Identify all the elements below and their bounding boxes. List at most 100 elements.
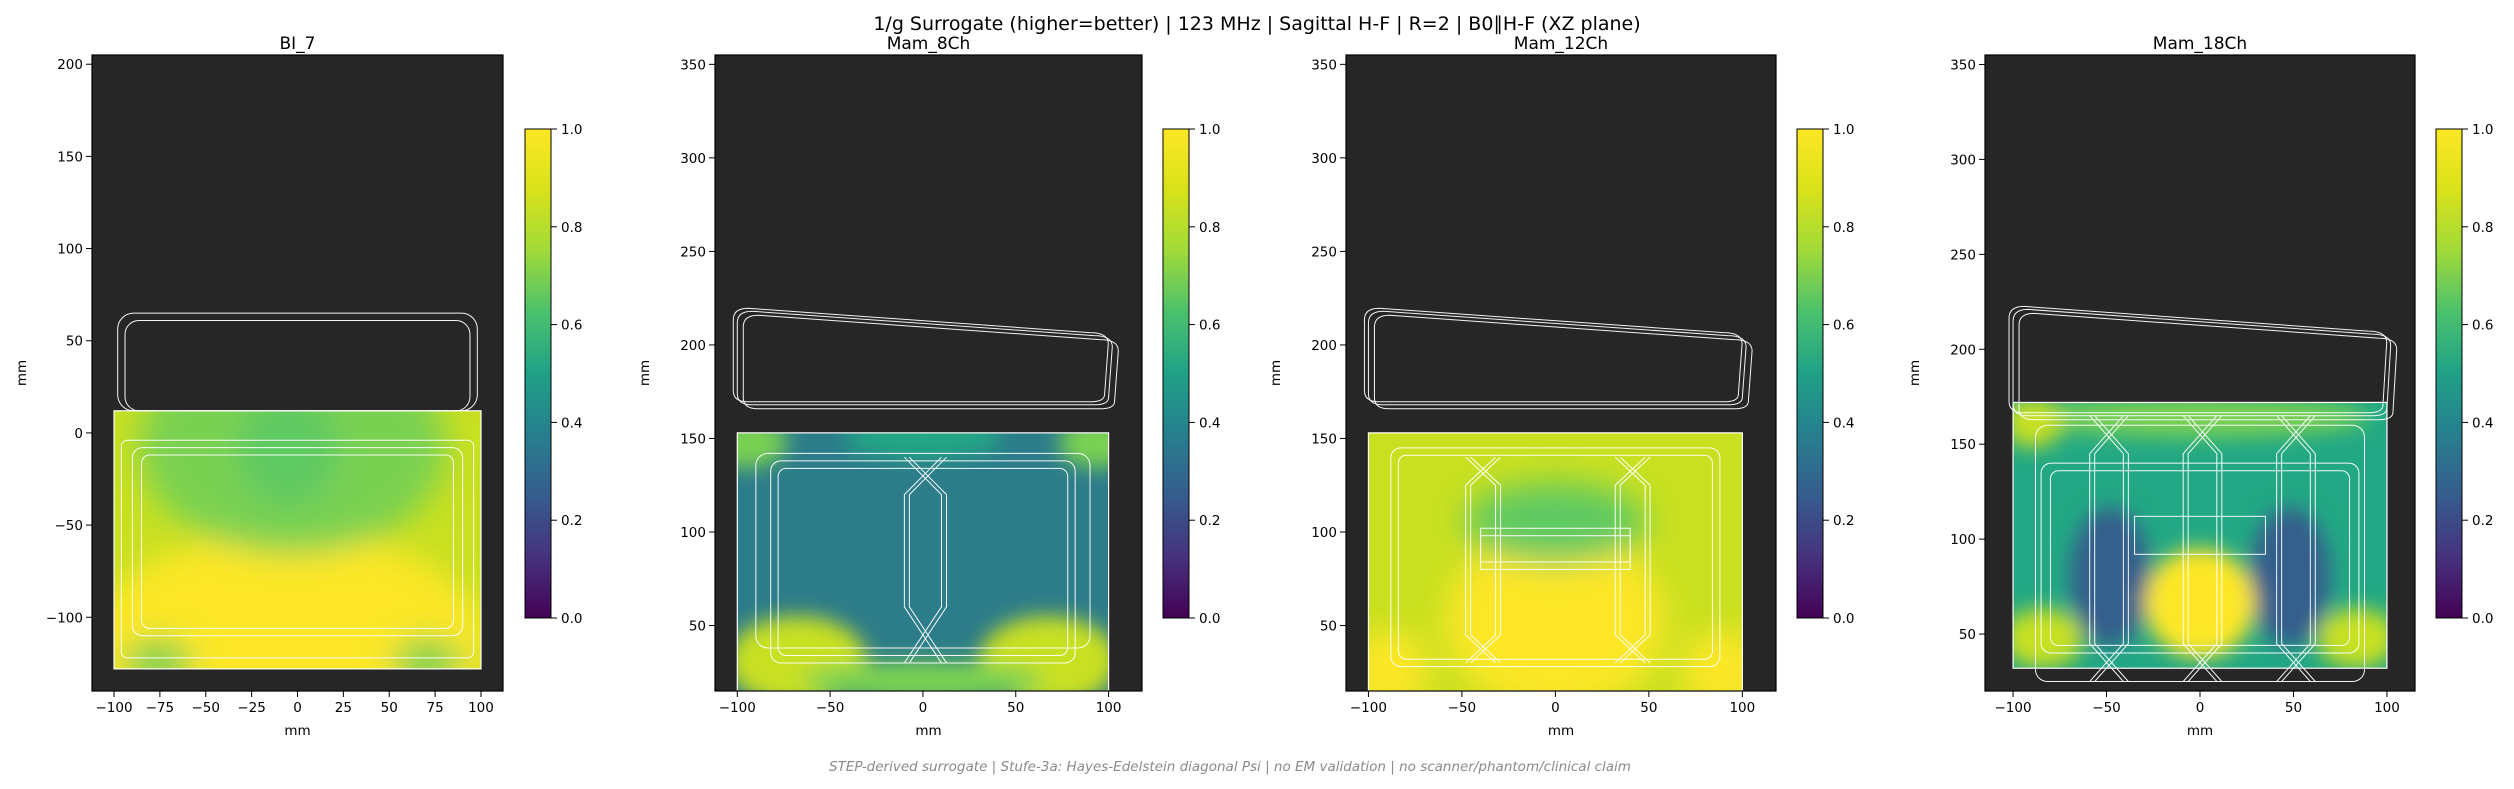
y-tick-label: 100 [1311, 525, 1337, 541]
colorbar: 0.0 0.2 0.4 0.6 0.8 1.0 [1162, 122, 1220, 627]
x-tick-label: 100 [1096, 700, 1122, 716]
coil-loop [2018, 312, 2398, 421]
colorbar-tick-label: 0.2 [1199, 513, 1220, 529]
coil-element [908, 456, 947, 664]
figure-footer: STEP-derived surrogate | Stufe-3a: Hayes… [829, 759, 1631, 775]
coil-element [2094, 415, 2129, 682]
heatmap-region [737, 616, 868, 691]
coil-loop [1397, 454, 1713, 660]
x-axis-label: mm [284, 723, 310, 739]
x-tick-label: 0 [1551, 700, 1560, 716]
coil-loop [2049, 470, 2351, 646]
axes-frame [1345, 54, 1777, 692]
coil-element [1619, 456, 1651, 664]
x-tick-label: 75 [427, 700, 444, 716]
colorbar-tick-label: 0.8 [561, 220, 582, 236]
colorbar-gradient [524, 128, 552, 619]
heatmap-region [2250, 507, 2330, 648]
colorbar-tick-label: 0.2 [2472, 513, 2493, 529]
colorbar: 0.0 0.2 0.4 0.6 0.8 1.0 [524, 122, 582, 627]
y-tick-label: 150 [680, 431, 706, 447]
colorbar-tick-label: 0.0 [2472, 611, 2493, 627]
y-tick-label: 0 [74, 426, 83, 442]
y-axis-label: mm [1907, 360, 1923, 386]
y-tick-label: 250 [1950, 247, 1976, 263]
x-tick-label: −50 [192, 700, 221, 716]
axes-frame [714, 54, 1143, 692]
heatmap-region [392, 638, 463, 669]
heatmap-region [236, 410, 339, 508]
colorbar-gradient [2435, 128, 2463, 619]
coil-element [1614, 456, 1646, 664]
colorbar-tick-label: 0.4 [561, 415, 582, 431]
colorbar-tick-label: 0.8 [2472, 220, 2493, 236]
coil-loop [1367, 310, 1747, 406]
colorbar-gradient [1796, 128, 1824, 619]
coil-loop [755, 452, 1091, 649]
y-tick-label: 150 [57, 149, 83, 165]
colorbar: 0.0 0.2 0.4 0.6 0.8 1.0 [1796, 122, 1854, 627]
colorbar-tick-label: 0.4 [1833, 415, 1854, 431]
y-tick-label: 100 [1950, 532, 1976, 548]
coil-element [2089, 415, 2124, 682]
coil-loop [742, 314, 1119, 410]
coil-outlines [732, 307, 1119, 664]
heatmap-region [2070, 507, 2150, 648]
colorbar-gradient [1162, 128, 1190, 619]
heatmap-region [1368, 631, 1429, 691]
colorbar-tick-label: 0.0 [561, 611, 582, 627]
coil-outlines [117, 312, 478, 659]
panel-title: Mam_8Ch [887, 34, 971, 54]
y-tick-label: 50 [66, 334, 83, 350]
heatmap-region [737, 432, 788, 468]
coil-loop [1390, 447, 1721, 668]
y-tick-label: 50 [1959, 627, 1976, 643]
heatmap-blur [114, 410, 481, 669]
coil-loop [770, 460, 1076, 664]
panel-mam-12ch: Mam_12Ch −100 −50 0 50 100 50 100 150 200 250 300 35… [1268, 34, 1854, 739]
figure-title: 1/g Surrogate (higher=better) | 123 MHz … [873, 13, 1640, 35]
x-tick-label: 50 [1640, 700, 1657, 716]
coil-element [1465, 456, 1497, 664]
heatmap-region [2316, 608, 2387, 669]
coil-element [2182, 415, 2218, 682]
coil-element [2276, 415, 2311, 682]
colorbar-tick-label: 0.2 [561, 513, 582, 529]
heatmap-region [802, 661, 1043, 691]
x-tick-label: 100 [468, 700, 494, 716]
heatmap-region [1058, 432, 1109, 468]
y-tick-label: 50 [1320, 619, 1337, 635]
x-axis-label: mm [2187, 723, 2213, 739]
coil-loop [124, 319, 471, 412]
heatmap-region [114, 532, 481, 669]
y-axis-label: mm [637, 360, 653, 386]
x-tick-label: 100 [1729, 700, 1755, 716]
colorbar-tick-label: 0.8 [1199, 220, 1220, 236]
colorbar-tick-label: 0.4 [2472, 415, 2493, 431]
x-axis-label: mm [1548, 723, 1574, 739]
x-tick-label: 50 [1007, 700, 1024, 716]
coil-loop [1363, 307, 1743, 403]
x-tick-label: −50 [1448, 700, 1477, 716]
panel-title: Mam_12Ch [1514, 34, 1608, 54]
heatmap-region [1682, 631, 1743, 691]
coil-element [903, 456, 942, 664]
y-tick-label: 300 [680, 151, 706, 167]
y-tick-label: 300 [1950, 152, 1976, 168]
colorbar-tick-label: 0.6 [2472, 318, 2493, 334]
y-tick-label: 350 [1950, 57, 1976, 73]
y-tick-label: 350 [680, 57, 706, 73]
coil-loop [732, 307, 1109, 403]
y-tick-label: 200 [680, 338, 706, 354]
colorbar-tick-label: 0.6 [1199, 318, 1220, 334]
y-tick-label: 100 [680, 525, 706, 541]
coil-element [2187, 415, 2223, 682]
x-axis-label: mm [915, 723, 941, 739]
y-tick-label: 150 [1950, 437, 1976, 453]
heatmap-region [2013, 402, 2064, 448]
y-tick-label: 300 [1311, 151, 1337, 167]
y-axis-label: mm [14, 360, 30, 386]
colorbar-tick-label: 0.6 [561, 318, 582, 334]
y-tick-label: 200 [57, 57, 83, 73]
